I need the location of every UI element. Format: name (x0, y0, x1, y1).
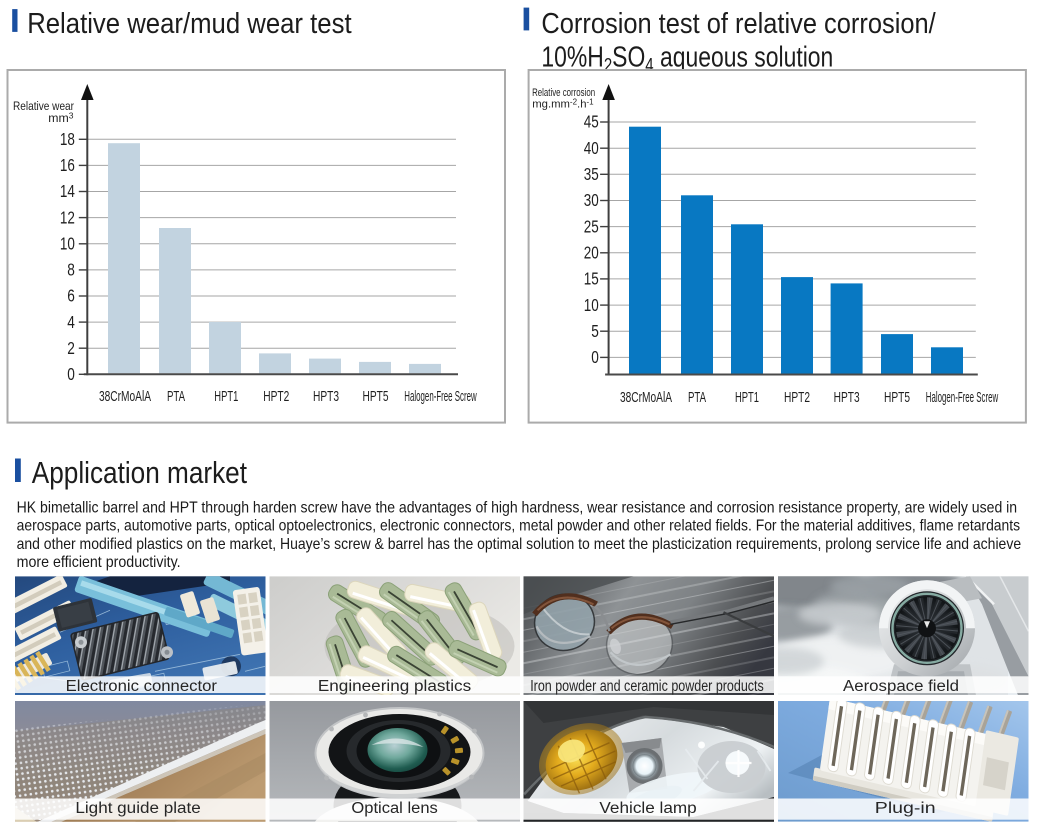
svg-text:HPT5: HPT5 (884, 390, 910, 406)
svg-text:mg.mm-2.h-1: mg.mm-2.h-1 (532, 98, 594, 111)
svg-text:40: 40 (584, 138, 599, 158)
svg-text:Relative corrosion: Relative corrosion (532, 87, 595, 99)
svg-text:Vehicle lamp: Vehicle lamp (599, 800, 696, 817)
svg-text:Corrosion test of relative cor: Corrosion test of relative corrosion/ (541, 8, 936, 40)
svg-text:2: 2 (67, 338, 75, 358)
svg-text:10: 10 (584, 295, 599, 315)
svg-text:4: 4 (67, 312, 75, 332)
svg-text:HPT1: HPT1 (214, 389, 238, 405)
svg-text:25: 25 (584, 216, 599, 236)
svg-text:14: 14 (60, 181, 75, 201)
svg-text:6: 6 (67, 286, 75, 306)
svg-text:HPT3: HPT3 (313, 389, 339, 405)
svg-text:aerospace parts, automotive pa: aerospace parts, automotive parts, optic… (17, 518, 1021, 535)
svg-text:35: 35 (584, 164, 599, 184)
svg-text:10: 10 (60, 233, 75, 253)
svg-text:more efficient productivity.: more efficient productivity. (17, 554, 181, 571)
svg-text:Relative wear: Relative wear (13, 99, 74, 113)
svg-text:30: 30 (584, 190, 599, 210)
svg-text:HPT1: HPT1 (735, 390, 759, 406)
svg-text:0: 0 (591, 347, 599, 367)
svg-text:5: 5 (591, 321, 599, 341)
svg-text:PTA: PTA (167, 389, 185, 405)
svg-text:18: 18 (60, 129, 75, 149)
svg-text:Light guide plate: Light guide plate (75, 800, 200, 817)
svg-text:HPT2: HPT2 (784, 390, 810, 406)
svg-text:Iron powder and ceramic powder: Iron powder and ceramic powder products (530, 678, 764, 695)
svg-text:HK bimetallic barrel and HPT t: HK bimetallic barrel and HPT through har… (17, 500, 1018, 517)
svg-text:Plug-in: Plug-in (875, 800, 936, 817)
svg-text:38CrMoAlA: 38CrMoAlA (620, 390, 672, 406)
svg-text:38CrMoAlA: 38CrMoAlA (99, 389, 151, 405)
svg-text:8: 8 (67, 260, 75, 280)
svg-text:and other modified plastics on: and other modified plastics on the marke… (17, 536, 1022, 553)
svg-text:16: 16 (60, 155, 75, 175)
svg-text:45: 45 (584, 112, 599, 132)
svg-text:Application market: Application market (32, 456, 248, 490)
svg-text:HPT2: HPT2 (263, 389, 289, 405)
svg-text:0: 0 (67, 364, 75, 384)
svg-text:Engineering plastics: Engineering plastics (318, 678, 472, 695)
svg-text:20: 20 (584, 243, 599, 263)
svg-text:HPT5: HPT5 (363, 389, 389, 405)
svg-text:12: 12 (60, 207, 75, 227)
svg-text:Halogen-Free Screw: Halogen-Free Screw (926, 390, 999, 406)
svg-text:HPT3: HPT3 (834, 390, 860, 406)
svg-text:Electronic connector: Electronic connector (66, 678, 217, 695)
svg-text:PTA: PTA (688, 390, 706, 406)
svg-text:Aerospace field: Aerospace field (843, 678, 959, 695)
svg-text:15: 15 (584, 269, 599, 289)
svg-text:Optical lens: Optical lens (351, 800, 438, 817)
svg-text:mm3: mm3 (48, 111, 74, 126)
svg-text:Halogen-Free Screw: Halogen-Free Screw (404, 389, 477, 405)
svg-text:Relative wear/mud wear test: Relative wear/mud wear test (27, 8, 351, 40)
